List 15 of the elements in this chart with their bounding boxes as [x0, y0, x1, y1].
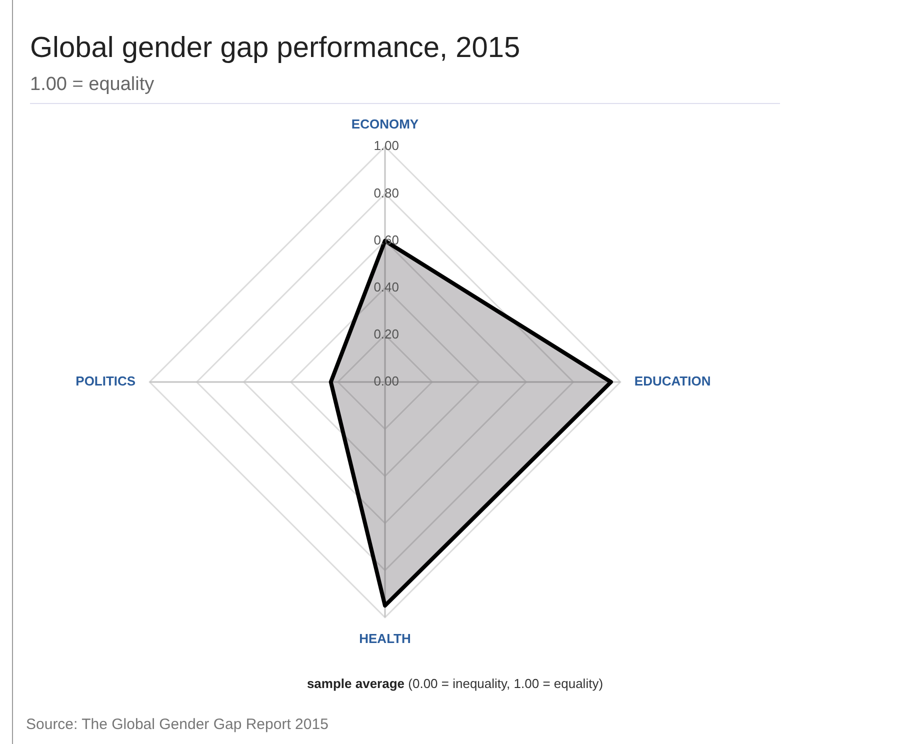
- spoke-label: POLITICS: [76, 374, 136, 389]
- spoke-label: EDUCATION: [634, 374, 711, 389]
- y-tick-label: 1.00: [374, 138, 399, 154]
- spoke-label: ECONOMY: [351, 116, 419, 132]
- spoke-label: HEALTH: [359, 630, 411, 646]
- source-note: Source: The Global Gender Gap Report 2015: [26, 716, 328, 733]
- chart-title: Global gender gap performance, 2015: [30, 32, 520, 65]
- y-tick-label: 0.60: [374, 232, 399, 248]
- chart-subtitle: 1.00 = equality: [30, 74, 154, 96]
- y-tick-label: 0.20: [374, 326, 399, 342]
- text: sample average: [306, 676, 405, 691]
- y-tick-label: 0.00: [374, 374, 399, 389]
- y-tick-label: 0.80: [374, 185, 399, 200]
- y-tick-label: 0.40: [374, 279, 399, 294]
- text: (0.00 = inequality, 1.00 = equality): [408, 676, 604, 691]
